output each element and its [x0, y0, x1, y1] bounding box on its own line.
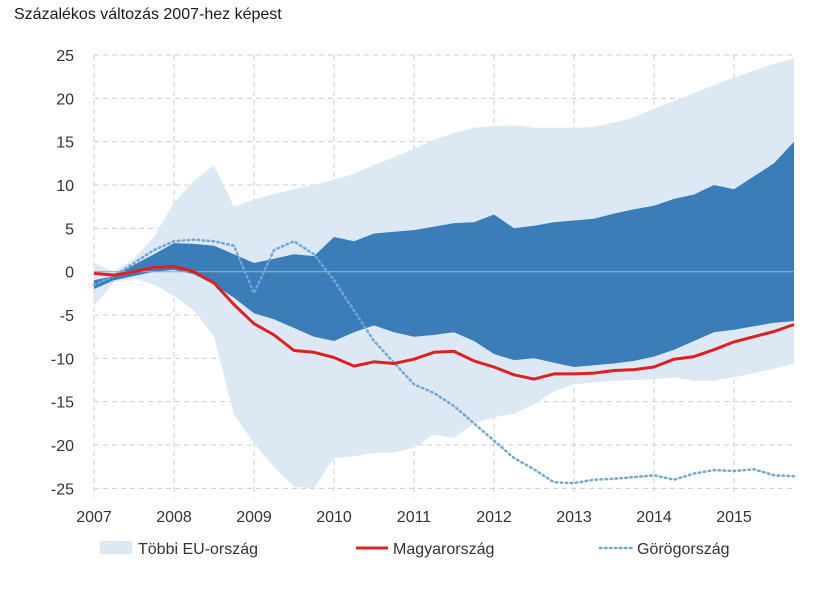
chart-title: Százalékos változás 2007-hez képest — [14, 6, 282, 23]
legend-label-hungary: Magyarország — [393, 541, 494, 558]
inner-band — [94, 141, 794, 367]
series-line-greece — [92, 238, 796, 485]
x-tick-label: 2013 — [556, 509, 592, 526]
y-tick-label: -15 — [51, 395, 74, 412]
band-layer — [94, 58, 794, 489]
legend-label-greece: Görögország — [637, 541, 730, 558]
x-tick-label: 2007 — [76, 509, 112, 526]
legend: Többi EU-ország Magyarország Görögország — [100, 541, 730, 558]
legend-label-other-eu: Többi EU-ország — [138, 541, 258, 558]
y-tick-label: -20 — [51, 438, 74, 455]
y-tick-label: 20 — [56, 91, 74, 108]
x-tick-label: 2014 — [636, 509, 672, 526]
y-tick-label: -25 — [51, 481, 74, 498]
x-tick-label: 2010 — [316, 509, 352, 526]
y-tick-label: 15 — [56, 135, 74, 152]
x-tick-label: 2011 — [397, 509, 432, 526]
y-tick-label: 10 — [56, 178, 74, 195]
x-tick-label: 2012 — [476, 509, 512, 526]
x-tick-label: 2008 — [156, 509, 192, 526]
y-tick-label: -5 — [60, 308, 74, 325]
series-line-hungary — [93, 265, 795, 381]
y-tick-label: -10 — [51, 351, 74, 368]
y-tick-label: 0 — [65, 265, 74, 282]
y-axis-tick-labels: 25 20 15 10 5 0 -5 -10 -15 -20 -25 — [51, 48, 74, 498]
y-tick-label: 5 — [65, 221, 74, 238]
x-axis-tick-labels: 2007 2008 2009 2010 2011 2012 2013 2014 2015 — [76, 509, 752, 526]
legend-swatch-other-eu — [100, 541, 132, 554]
x-tick-label: 2009 — [236, 509, 272, 526]
y-tick-label: 25 — [56, 48, 74, 65]
x-tick-label: 2015 — [716, 509, 752, 526]
line-layer — [92, 238, 796, 485]
